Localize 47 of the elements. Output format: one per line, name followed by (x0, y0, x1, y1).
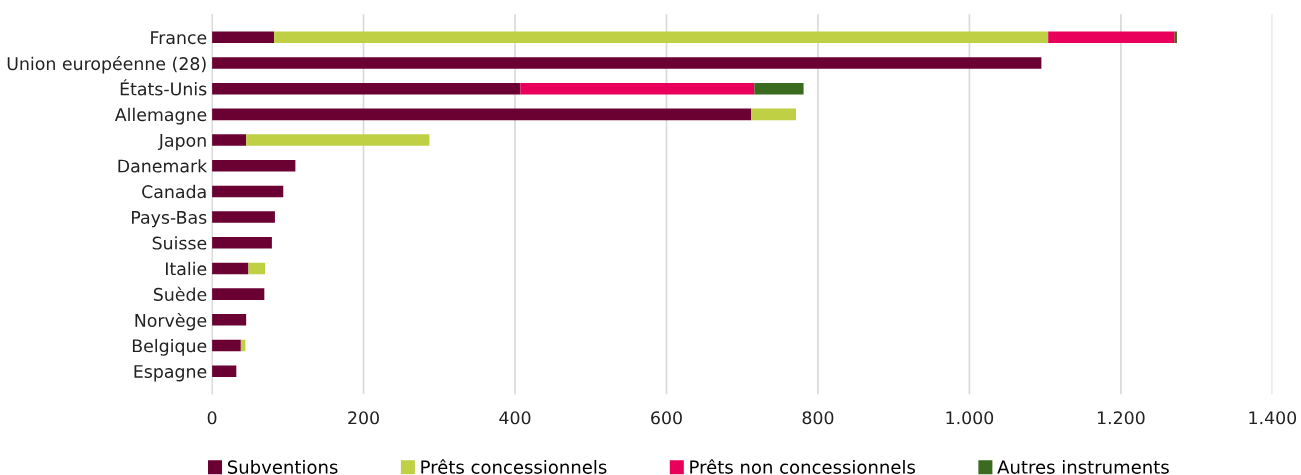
y-tick-label: Japon (157, 133, 206, 151)
bar (274, 31, 1049, 44)
x-tick-label: 1.000 (946, 411, 994, 425)
legend-label: Subventions (227, 459, 338, 474)
legend-label: Prêts non concessionnels (690, 459, 915, 474)
bar (212, 185, 284, 198)
x-tick-label: 1.200 (1097, 411, 1145, 425)
y-tick-label: Belgique (132, 338, 207, 356)
y-tick-label: Pays-Bas (132, 211, 207, 228)
legend-label: Autres instruments (997, 459, 1169, 474)
bar (751, 108, 796, 121)
y-tick-label: Suisse (152, 236, 207, 250)
x-tick-label: 400 (499, 411, 531, 425)
bar (212, 134, 247, 146)
bar (246, 134, 430, 146)
x-tick-label: 800 (802, 411, 834, 425)
y-tick-label: États-Unis (120, 79, 207, 96)
bar (212, 237, 272, 249)
bar (212, 159, 296, 172)
legend-label: Prêts concessionnels (421, 459, 607, 474)
x-tick-label: 0 (207, 411, 217, 425)
x-tick-label: 600 (651, 411, 682, 425)
bar (212, 211, 275, 223)
bar (212, 262, 249, 275)
bar (754, 82, 804, 95)
bar (212, 288, 265, 300)
bar (248, 262, 266, 275)
bar (212, 31, 275, 44)
y-tick-label: France (151, 31, 207, 45)
y-tick-label: Danemark (118, 159, 208, 173)
bar (212, 57, 1042, 69)
bar (212, 108, 752, 121)
bar (212, 82, 521, 95)
y-tick-label: Suède (153, 286, 207, 301)
y-tick-label: Canada (142, 184, 206, 199)
y-tick-label: Espagne (134, 365, 207, 382)
y-tick-label: Union européenne (28) (7, 56, 206, 74)
x-tick-label: 200 (348, 411, 379, 425)
y-tick-label: Allemagne (114, 107, 207, 125)
y-tick-label: Norvège (135, 312, 207, 331)
y-tick-label: Italie (166, 261, 207, 276)
bar (1048, 31, 1175, 44)
bar (212, 339, 241, 352)
bar (212, 314, 247, 326)
x-tick-label: 1.400 (1249, 411, 1297, 425)
bar (520, 82, 755, 95)
bar (212, 365, 237, 377)
